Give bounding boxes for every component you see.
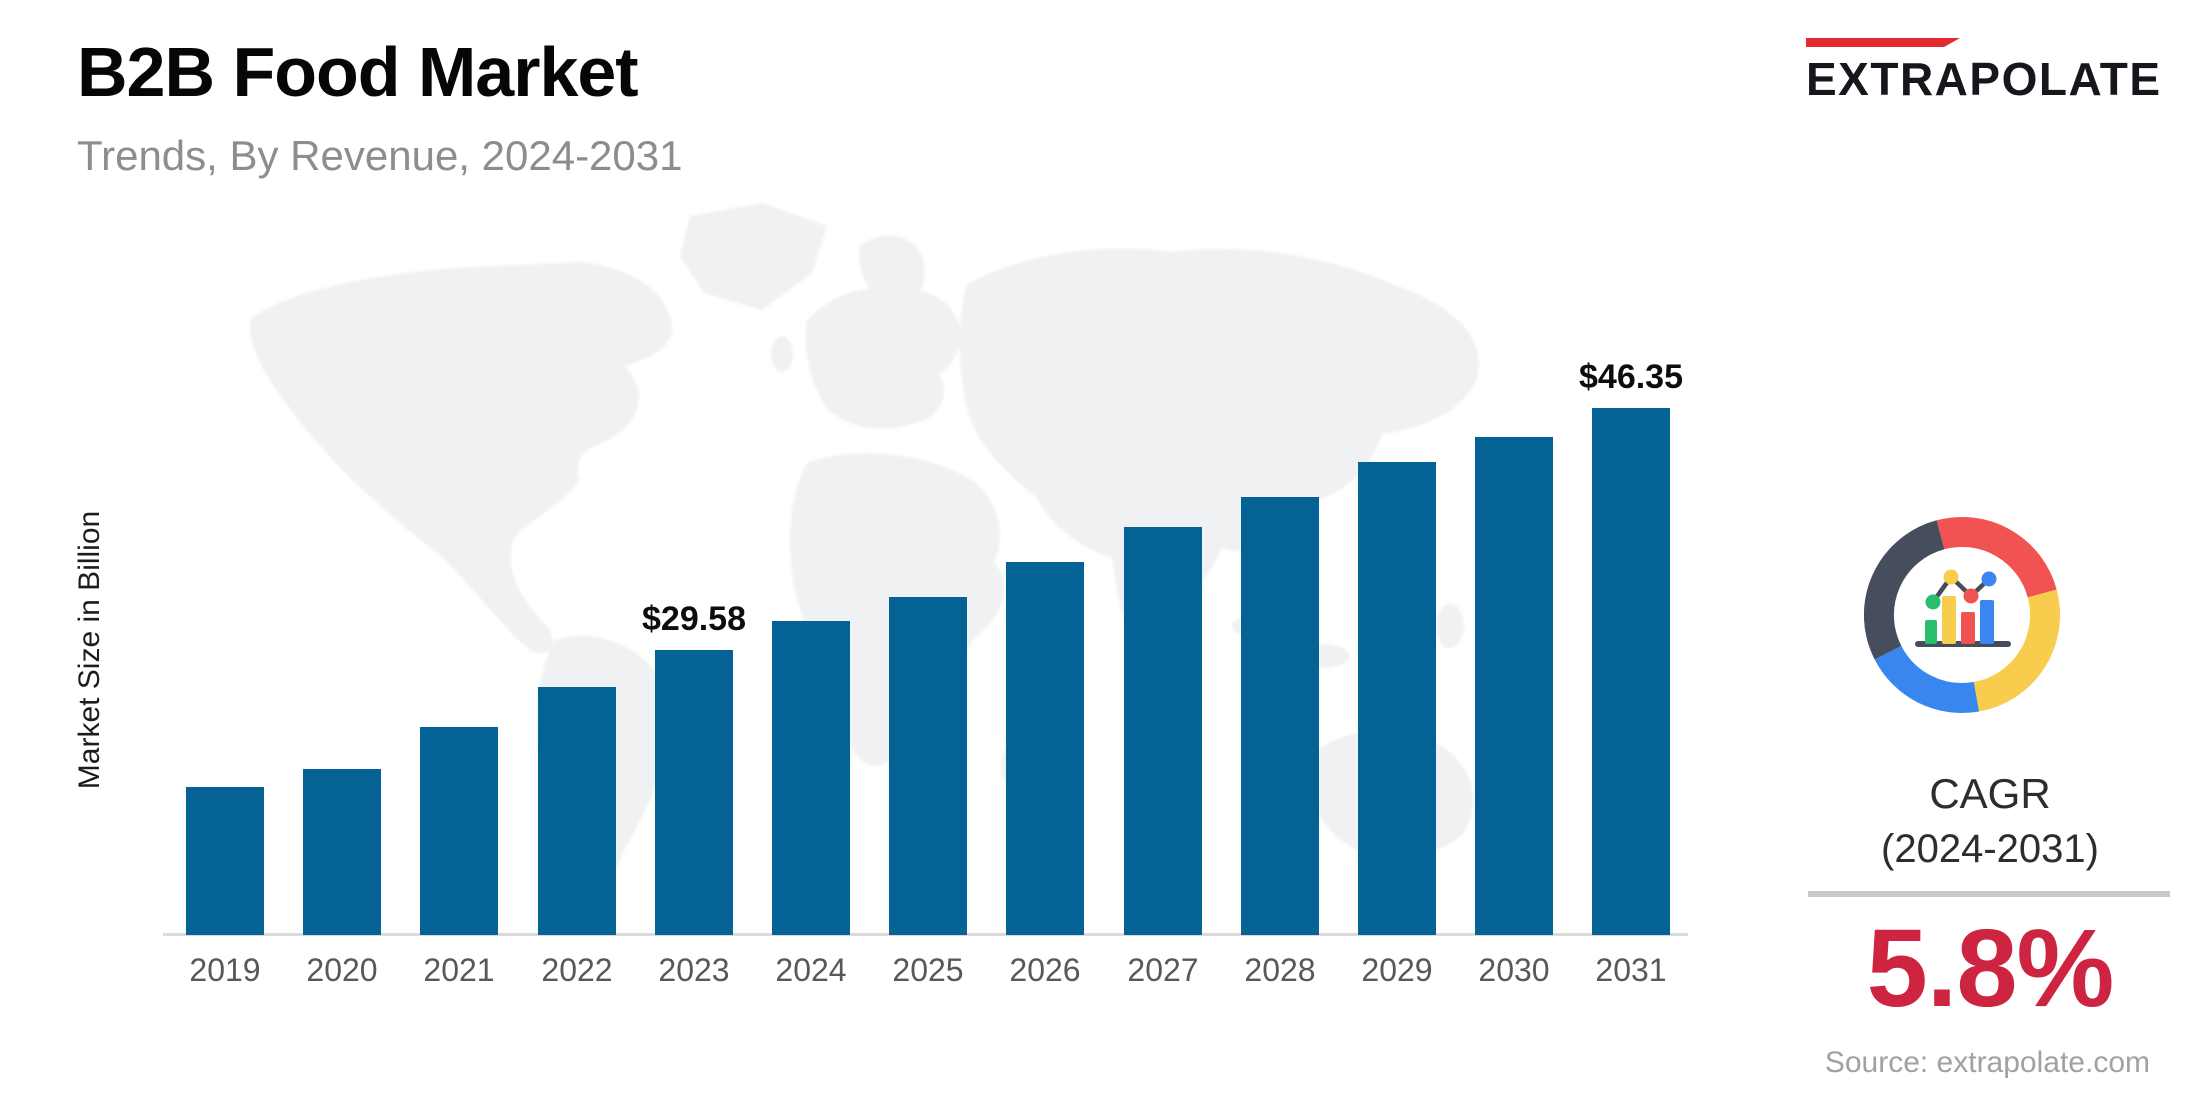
cagr-block: CAGR (2024-2031) <box>1795 770 2185 872</box>
bar-2028 <box>1241 497 1319 935</box>
page-title: B2B Food Market <box>77 33 639 111</box>
source-credit: Source: extrapolate.com <box>1824 1046 2150 1079</box>
x-axis-tick-2024: 2024 <box>775 952 847 988</box>
header: B2B Food Market Trends, By Revenue, 2024… <box>77 32 683 180</box>
cagr-label: CAGR <box>1929 770 2051 817</box>
bar-2029 <box>1358 462 1436 935</box>
bar-2024 <box>772 621 850 935</box>
x-axis-tick-2020: 2020 <box>306 952 378 988</box>
y-axis-label: Market Size in Billion <box>73 510 106 790</box>
divider-line <box>1808 891 2170 897</box>
bar-2021 <box>420 727 498 935</box>
extrapolate-logo: EXTRAPOLATE <box>1806 38 2166 106</box>
x-axis-tick-2030: 2030 <box>1478 952 1550 988</box>
x-axis-tick-2029: 2029 <box>1361 952 1433 988</box>
bar-2025 <box>889 597 967 935</box>
x-axis-tick-2027: 2027 <box>1127 952 1199 988</box>
x-axis-tick-2031: 2031 <box>1595 952 1667 988</box>
x-axis-tick-2028: 2028 <box>1244 952 1316 988</box>
x-axis-tick-2019: 2019 <box>189 952 261 988</box>
bar-2026 <box>1006 562 1084 935</box>
page-subtitle: Trends, By Revenue, 2024-2031 <box>77 132 683 179</box>
cagr-period: (2024-2031) <box>1881 827 2099 871</box>
bar-2031 <box>1592 408 1670 935</box>
x-axis-tick-2022: 2022 <box>541 952 613 988</box>
x-axis-tick-2023: 2023 <box>658 952 730 988</box>
value-label-2023: $29.58 <box>642 600 746 638</box>
x-axis-tick-2021: 2021 <box>423 952 495 988</box>
mini-bar-chart-icon <box>1915 569 2011 647</box>
bar-2027 <box>1124 527 1202 935</box>
bar-2030 <box>1475 437 1553 935</box>
x-axis-tick-2025: 2025 <box>892 952 964 988</box>
bar-2022 <box>538 687 616 935</box>
logo-wordmark: EXTRAPOLATE <box>1806 53 2162 105</box>
bar-2023 <box>655 650 733 935</box>
logo-red-stripe-icon <box>1806 38 1960 47</box>
value-label-2031: $46.35 <box>1579 358 1683 396</box>
x-axis-tick-2026: 2026 <box>1009 952 1081 988</box>
donut-chart-icon <box>1863 516 2061 713</box>
bar-2020 <box>303 769 381 935</box>
cagr-value: 5.8% <box>1866 907 2115 1030</box>
bar-2019 <box>186 787 264 935</box>
